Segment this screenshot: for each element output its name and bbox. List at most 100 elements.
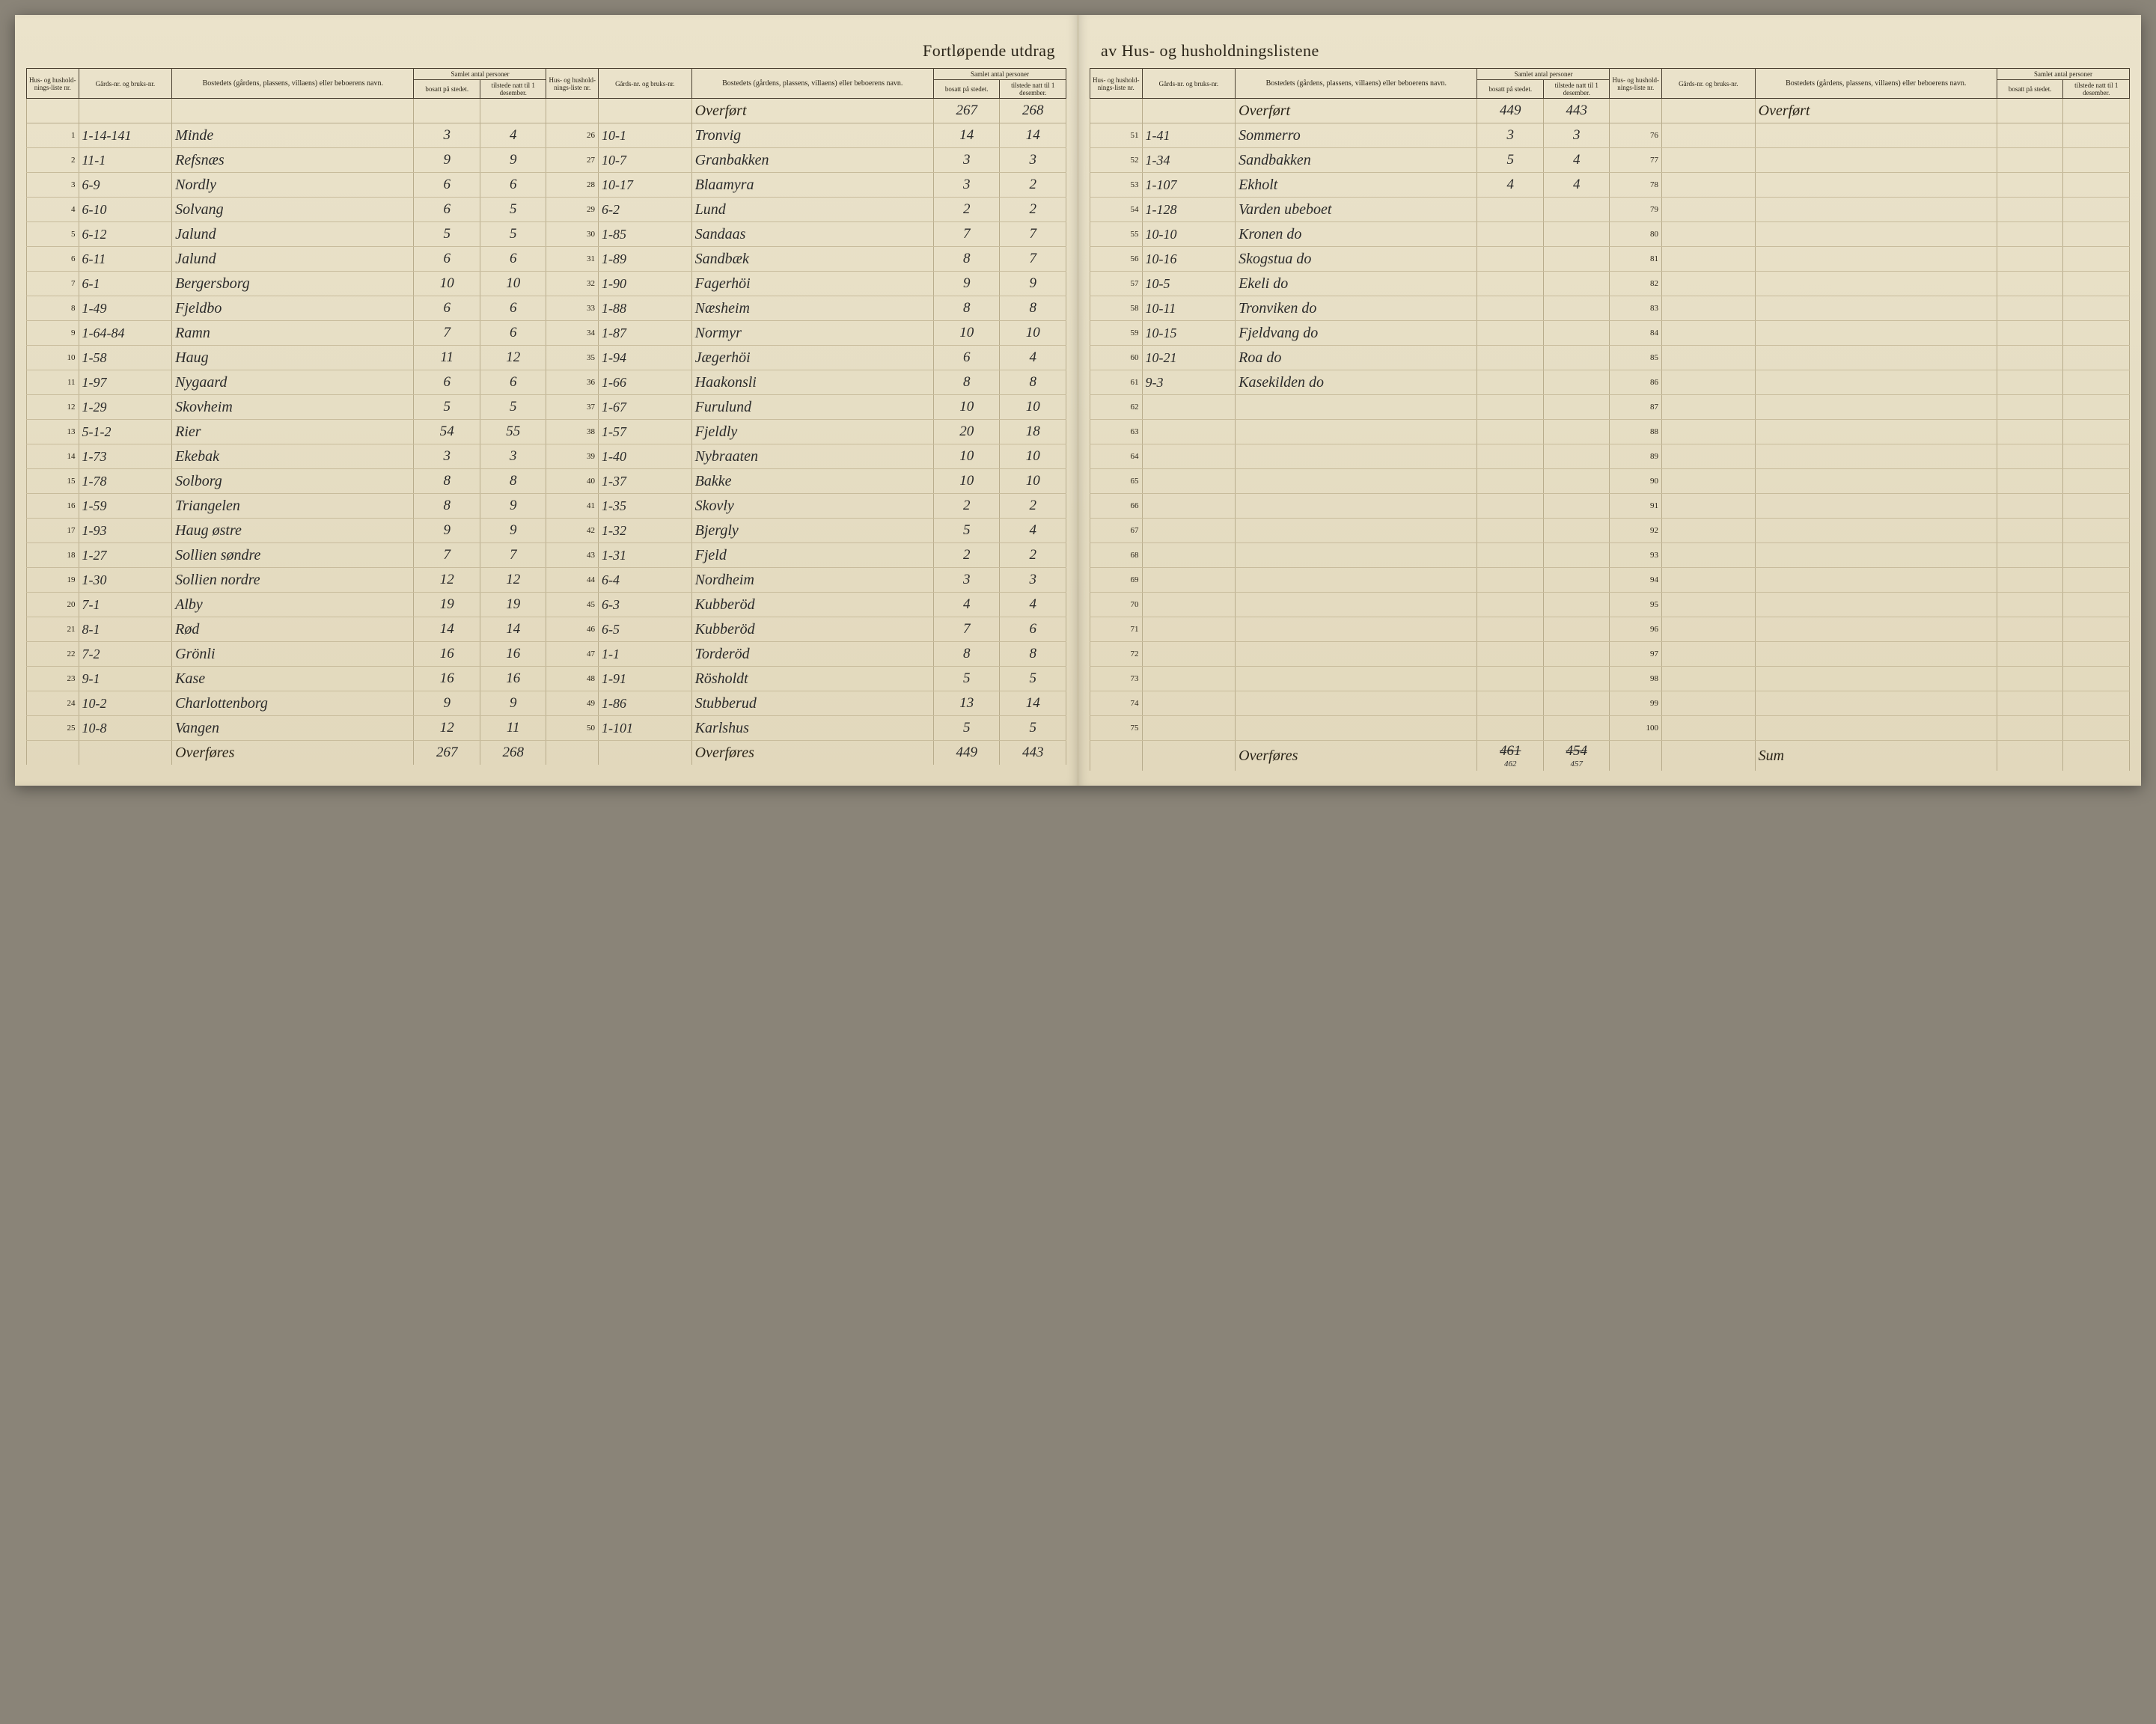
overfores-tilstede: 268: [480, 741, 546, 765]
bosatt-count: 2: [933, 198, 1000, 222]
row-number: 64: [1090, 444, 1143, 469]
bosted-name: [1755, 444, 1997, 469]
tilstede-count: 2: [1000, 543, 1066, 568]
tilstede-count: 5: [1000, 667, 1066, 691]
hdr-tilstede-2: tilstede natt til 1 desember.: [1000, 80, 1066, 99]
row-number: 4: [27, 198, 79, 222]
bosatt-count: 9: [933, 272, 1000, 296]
bosatt-count: [1997, 617, 2063, 642]
bosatt-count: [1477, 593, 1544, 617]
overfores-row: Overføres461462454457Sum: [1090, 741, 2130, 771]
blank: [599, 99, 692, 123]
bosatt-count: [1477, 272, 1544, 296]
overfores-label: Overføres: [1236, 741, 1477, 771]
row-number: 14: [27, 444, 79, 469]
bosted-name: Nybraaten: [691, 444, 933, 469]
gard-nr: 1-14-141: [79, 123, 172, 148]
tilstede-count: 10: [480, 272, 546, 296]
gard-nr: 1-101: [599, 716, 692, 741]
row-number: 84: [1610, 321, 1662, 346]
gard-nr: [1662, 568, 1756, 593]
table-row: 66-11Jalund66311-89Sandbæk87: [27, 247, 1066, 272]
gard-nr: 9-3: [1142, 370, 1236, 395]
bosted-name: [1236, 642, 1477, 667]
table-row: 2410-2Charlottenborg99491-86Stubberud131…: [27, 691, 1066, 716]
row-number: 16: [27, 494, 79, 519]
tilstede-count: 16: [480, 642, 546, 667]
tilstede-count: [1543, 667, 1610, 691]
tilstede-count: [1543, 346, 1610, 370]
table-row: 56-12Jalund55301-85Sandaas77: [27, 222, 1066, 247]
blank: [1610, 741, 1662, 771]
bosatt-count: [1997, 691, 2063, 716]
bosted-name: Kase: [172, 667, 414, 691]
tilstede-count: 19: [480, 593, 546, 617]
left-table: Hus- og hushold-nings-liste nr. Gårds-nr…: [26, 68, 1066, 765]
bosted-name: Haug østre: [172, 519, 414, 543]
gard-nr: 6-4: [599, 568, 692, 593]
row-number: 36: [546, 370, 599, 395]
tilstede-count: [2063, 247, 2130, 272]
gard-nr: 10-7: [599, 148, 692, 173]
bosted-name: [1755, 346, 1997, 370]
bosatt-count: 8: [933, 296, 1000, 321]
bosted-name: [1236, 667, 1477, 691]
tilstede-count: [1543, 593, 1610, 617]
tilstede-count: 7: [1000, 222, 1066, 247]
hdr-tilstede-4: tilstede natt til 1 desember.: [2063, 80, 2130, 99]
row-number: 88: [1610, 420, 1662, 444]
bosatt-count: 6: [933, 346, 1000, 370]
bosatt-count: [1997, 642, 2063, 667]
hdr-bosatt-3: bosatt på stedet.: [1477, 80, 1544, 99]
gard-nr: 1-73: [79, 444, 172, 469]
tilstede-count: 2: [1000, 198, 1066, 222]
tilstede-count: 2: [1000, 173, 1066, 198]
gard-nr: [1142, 395, 1236, 420]
bosted-name: Kubberöd: [691, 593, 933, 617]
row-number: 8: [27, 296, 79, 321]
bosted-name: Sandbæk: [691, 247, 933, 272]
gard-nr: 10-8: [79, 716, 172, 741]
hdr-hus-2: Hus- og hushold-nings-liste nr.: [546, 69, 599, 99]
tilstede-count: 18: [1000, 420, 1066, 444]
blank: [27, 99, 79, 123]
gard-nr: 1-41: [1142, 123, 1236, 148]
bosted-name: [1755, 296, 1997, 321]
bosatt-count: [1997, 469, 2063, 494]
row-number: 26: [546, 123, 599, 148]
hdr-hus: Hus- og hushold-nings-liste nr.: [27, 69, 79, 99]
tilstede-count: [2063, 198, 2130, 222]
bosatt-count: 9: [414, 148, 480, 173]
table-row: 5710-5Ekeli do82: [1090, 272, 2130, 296]
row-number: 47: [546, 642, 599, 667]
overfort-bosatt: 267: [933, 99, 1000, 123]
tilstede-count: 3: [480, 444, 546, 469]
tilstede-count: 5: [480, 222, 546, 247]
gard-nr: [1662, 716, 1756, 741]
bosted-name: Fjeldbo: [172, 296, 414, 321]
tilstede-count: [2063, 296, 2130, 321]
bosted-name: [1236, 617, 1477, 642]
row-number: 13: [27, 420, 79, 444]
row-number: 58: [1090, 296, 1143, 321]
row-number: 27: [546, 148, 599, 173]
bosted-name: Fagerhöi: [691, 272, 933, 296]
bosted-name: Næsheim: [691, 296, 933, 321]
tilstede-count: 5: [480, 198, 546, 222]
bosatt-count: 9: [414, 691, 480, 716]
gard-nr: [1142, 420, 1236, 444]
row-number: 28: [546, 173, 599, 198]
tilstede-count: [1543, 494, 1610, 519]
bosted-name: Roa do: [1236, 346, 1477, 370]
bosted-name: Bjergly: [691, 519, 933, 543]
tilstede-count: [1543, 469, 1610, 494]
overfores-tilstede: 454457: [1543, 741, 1610, 771]
bosatt-count: [1477, 444, 1544, 469]
tilstede-count: 6: [480, 173, 546, 198]
tilstede-count: [2063, 568, 2130, 593]
tilstede-count: 4: [1000, 593, 1066, 617]
table-row: 91-64-84Ramn76341-87Normyr1010: [27, 321, 1066, 346]
gard-nr: [1662, 543, 1756, 568]
bosted-name: Ramn: [172, 321, 414, 346]
bosatt-count: [1997, 272, 2063, 296]
